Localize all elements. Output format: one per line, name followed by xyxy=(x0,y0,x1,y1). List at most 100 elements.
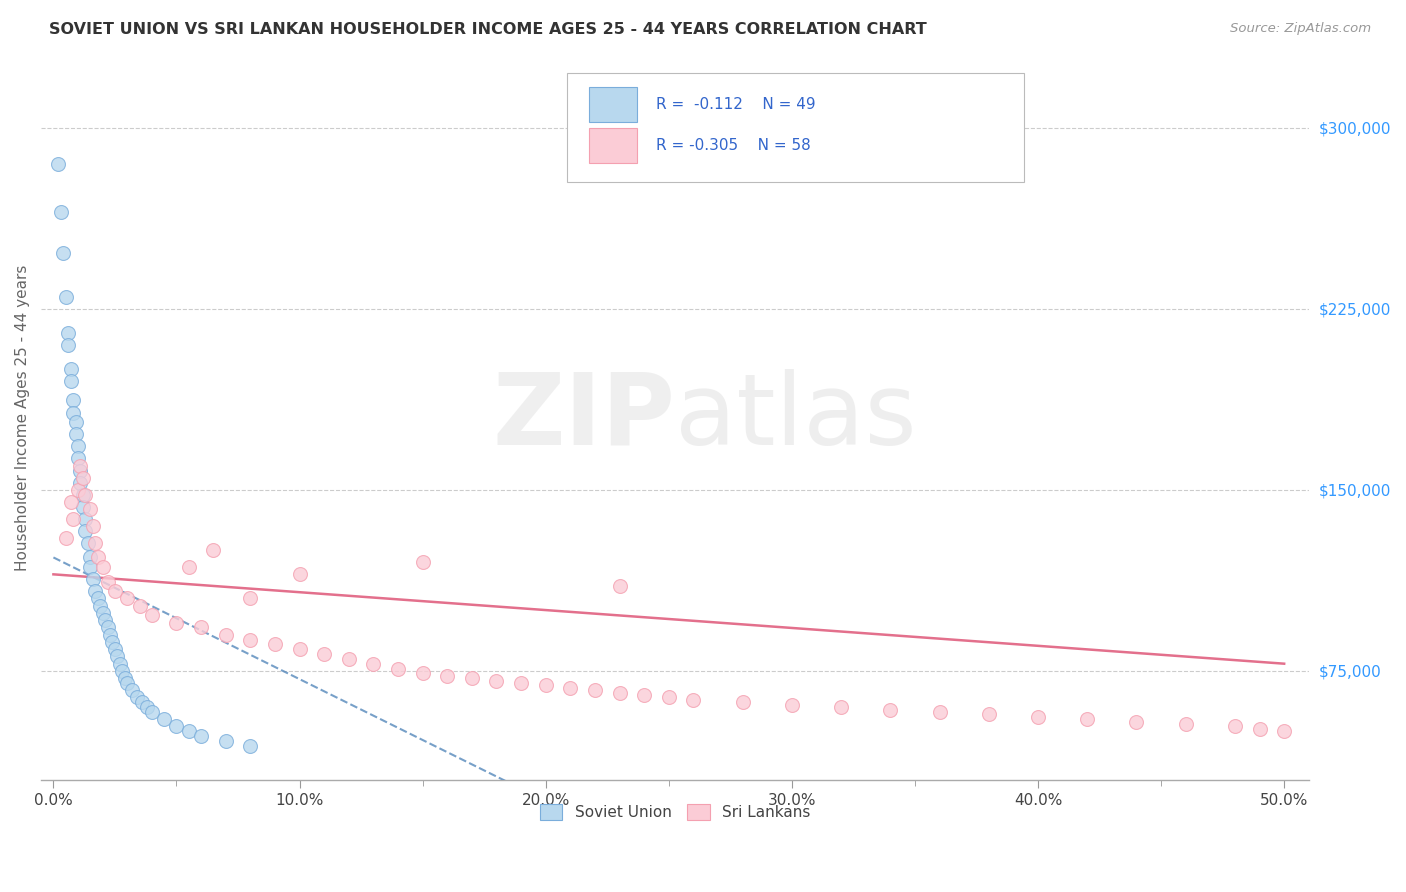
Point xyxy=(141,608,163,623)
Point xyxy=(239,591,262,606)
Point xyxy=(1076,712,1098,726)
Point xyxy=(131,695,153,709)
Point xyxy=(94,613,117,627)
Text: R =  -0.112    N = 49: R = -0.112 N = 49 xyxy=(657,97,815,112)
Point xyxy=(190,620,212,634)
Point xyxy=(928,705,950,719)
Point xyxy=(1174,717,1197,731)
Point xyxy=(609,686,631,700)
Point xyxy=(141,705,163,719)
Point xyxy=(108,657,131,671)
Point xyxy=(82,572,104,586)
Point xyxy=(79,502,101,516)
Legend: Soviet Union, Sri Lankans: Soviet Union, Sri Lankans xyxy=(533,798,817,826)
Point xyxy=(264,637,287,651)
Point xyxy=(59,495,82,509)
Point xyxy=(534,678,557,692)
Point xyxy=(190,729,212,743)
Point xyxy=(69,458,91,473)
Point xyxy=(65,415,87,429)
Point xyxy=(56,326,79,340)
FancyBboxPatch shape xyxy=(567,73,1024,182)
Point xyxy=(72,500,94,514)
Point xyxy=(79,560,101,574)
Point xyxy=(1125,714,1147,729)
Point xyxy=(337,652,360,666)
Point xyxy=(830,700,852,714)
Point xyxy=(114,671,136,685)
Point xyxy=(87,550,110,565)
Point xyxy=(62,393,84,408)
Point xyxy=(288,567,311,582)
Point xyxy=(1272,724,1295,739)
Point xyxy=(77,536,100,550)
Point xyxy=(658,690,681,705)
Point xyxy=(412,555,434,569)
Point xyxy=(1223,719,1246,733)
Point xyxy=(363,657,385,671)
Point xyxy=(67,439,90,453)
Point xyxy=(461,671,484,685)
Point xyxy=(59,374,82,388)
Point xyxy=(560,681,582,695)
Point xyxy=(633,688,655,702)
Point xyxy=(62,512,84,526)
Point xyxy=(101,635,124,649)
Point xyxy=(128,599,150,613)
Point xyxy=(111,664,134,678)
Point xyxy=(69,475,91,490)
Point xyxy=(91,606,114,620)
Point xyxy=(52,246,75,260)
Point xyxy=(412,666,434,681)
Point xyxy=(104,642,127,657)
Point xyxy=(609,579,631,593)
Point xyxy=(79,550,101,565)
Point xyxy=(780,698,803,712)
Bar xyxy=(589,87,637,122)
Point xyxy=(682,693,704,707)
Point xyxy=(84,536,107,550)
Point xyxy=(56,338,79,352)
Point xyxy=(49,205,72,219)
Point xyxy=(731,695,754,709)
Point xyxy=(202,543,225,558)
Point xyxy=(97,574,120,589)
Point xyxy=(84,584,107,599)
Point xyxy=(82,519,104,533)
Point xyxy=(166,719,188,733)
Point xyxy=(485,673,508,688)
Point xyxy=(69,463,91,477)
Text: ZIP: ZIP xyxy=(492,369,675,466)
Point xyxy=(239,632,262,647)
Point xyxy=(177,724,200,739)
Point xyxy=(1026,710,1049,724)
Point xyxy=(104,584,127,599)
Point xyxy=(98,628,121,642)
Point xyxy=(121,683,143,698)
Point xyxy=(583,683,606,698)
Point xyxy=(72,471,94,485)
Point xyxy=(59,362,82,376)
Point xyxy=(75,488,97,502)
Point xyxy=(136,700,159,714)
Point xyxy=(55,531,77,545)
Text: R = -0.305    N = 58: R = -0.305 N = 58 xyxy=(657,138,811,153)
Point xyxy=(436,669,458,683)
Point xyxy=(65,427,87,442)
Text: SOVIET UNION VS SRI LANKAN HOUSEHOLDER INCOME AGES 25 - 44 YEARS CORRELATION CHA: SOVIET UNION VS SRI LANKAN HOUSEHOLDER I… xyxy=(49,22,927,37)
Point xyxy=(879,702,901,716)
Point xyxy=(215,734,238,748)
Point xyxy=(91,560,114,574)
Point xyxy=(127,690,149,705)
Point xyxy=(510,676,533,690)
Bar xyxy=(589,128,637,163)
Point xyxy=(288,642,311,657)
Point xyxy=(153,712,176,726)
Point xyxy=(55,290,77,304)
Point xyxy=(62,405,84,419)
Text: Source: ZipAtlas.com: Source: ZipAtlas.com xyxy=(1230,22,1371,36)
Point xyxy=(46,157,69,171)
Point xyxy=(89,599,111,613)
Point xyxy=(977,707,1000,722)
Text: atlas: atlas xyxy=(675,369,917,466)
